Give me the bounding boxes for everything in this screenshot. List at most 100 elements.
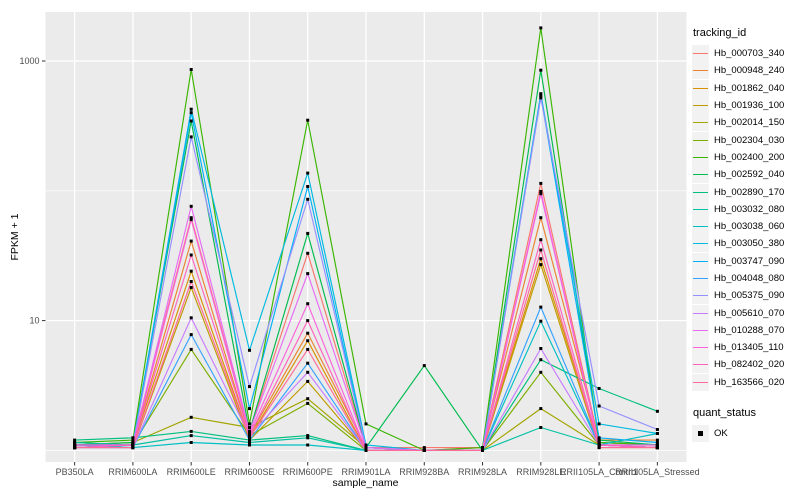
data-point [248,441,251,444]
data-point [597,422,601,426]
legend-item-label: Hb_002014_150 [714,117,785,129]
x-tick-label: RRIM600LE [167,467,216,477]
data-point [248,434,251,438]
legend-item-Hb_005375_090: Hb_005375_090 [692,287,798,305]
data-point [189,429,193,433]
legend-line-swatch [693,364,708,366]
data-point [131,446,135,450]
data-point [131,436,135,440]
data-point [306,231,310,235]
data-point [189,347,193,351]
x-tick-label: RRIM600SE [224,467,274,477]
ok-point-swatch [698,431,703,437]
legend-item-Hb_003050_380: Hb_003050_380 [692,235,798,253]
legend-key-box [692,252,709,270]
data-point [364,448,368,452]
legend-line-swatch [693,105,708,107]
legend-key-box [692,373,709,391]
data-point [306,436,310,440]
legend-key-box [692,356,709,374]
data-point [189,434,193,438]
data-point [189,253,193,257]
legend-item-label: Hb_001862_040 [714,82,785,94]
legend-item-Hb_002400_200: Hb_002400_200 [692,148,798,166]
legend-key-box [692,97,709,115]
data-point [422,448,426,452]
legend-key-box [692,166,709,184]
x-axis-title: sample_name [332,477,399,489]
data-point [189,441,193,444]
legend-item-ok: OK [692,425,798,443]
legend-item-label: Hb_003050_380 [714,238,785,250]
legend-item-Hb_002592_040: Hb_002592_040 [692,166,798,184]
data-point [306,272,310,276]
legend-title-tracking-id: tracking_id [693,27,747,39]
data-point [248,443,251,447]
legend-line-swatch [693,70,708,72]
legend-item-Hb_082402_020: Hb_082402_020 [692,356,798,374]
data-point [306,434,310,438]
x-tick-label: RRII105LA_Stressed [615,467,700,477]
legend-line-swatch [693,174,708,176]
legend-line-swatch [693,53,708,55]
legend-key-box [692,339,709,357]
data-point [597,438,601,442]
data-point [189,415,193,419]
data-point [655,409,659,413]
data-point [306,331,310,335]
data-point [539,181,543,185]
legend-item-Hb_000948_240: Hb_000948_240 [692,62,798,80]
legend-key-box [692,62,709,80]
legend-item-label: Hb_013405_110 [714,342,784,354]
legend-key-box [692,114,709,132]
legend-line-swatch [693,243,708,245]
data-point [73,443,77,447]
data-point [189,280,193,283]
data-point [131,441,135,444]
legend-item-label: Hb_003747_090 [714,255,785,267]
x-tick-label: RRIM928LA [458,467,507,477]
legend-item-label: Hb_000948_240 [714,65,785,77]
data-point [248,422,251,426]
data-point [539,370,543,374]
data-point [189,68,193,71]
data-point [73,441,77,444]
legend-item-label: Hb_005610_070 [714,307,785,319]
data-point [422,446,426,450]
legend-line-swatch [693,295,708,297]
data-point [539,248,543,252]
data-point [306,185,310,188]
data-point [655,438,659,442]
data-point [597,404,601,408]
legend-line-swatch [693,347,708,349]
data-point [597,446,601,450]
data-point [189,111,193,115]
legend-line-swatch [693,381,708,383]
legend-line-swatch [693,329,708,331]
y-tick-label: 10 [29,316,39,326]
legend: tracking_id Hb_000703_340 Hb_000948_240 Hb… [692,27,798,443]
legend-key-box [692,304,709,322]
data-point [189,119,193,123]
data-point [248,429,251,433]
data-point [248,426,251,429]
legend-item-Hb_163566_020: Hb_163566_020 [692,373,798,391]
data-point [539,426,543,429]
data-point [306,397,310,401]
data-point [539,94,543,98]
legend-item-label: Hb_082402_020 [714,359,785,371]
data-point [481,446,484,450]
legend-item-label: OK [714,428,728,440]
data-point [597,443,601,447]
data-point [539,305,543,309]
data-point [306,370,310,374]
data-point [539,238,543,242]
data-point [306,379,310,383]
legend-key-box [692,218,709,236]
legend-item-Hb_005610_070: Hb_005610_070 [692,304,798,322]
legend-item-Hb_013405_110: Hb_013405_110 [692,339,798,357]
x-tick-label: PB350LA [56,467,94,477]
legend-item-label: Hb_163566_020 [714,376,785,388]
x-tick-label: RRIM928LE [516,467,565,477]
